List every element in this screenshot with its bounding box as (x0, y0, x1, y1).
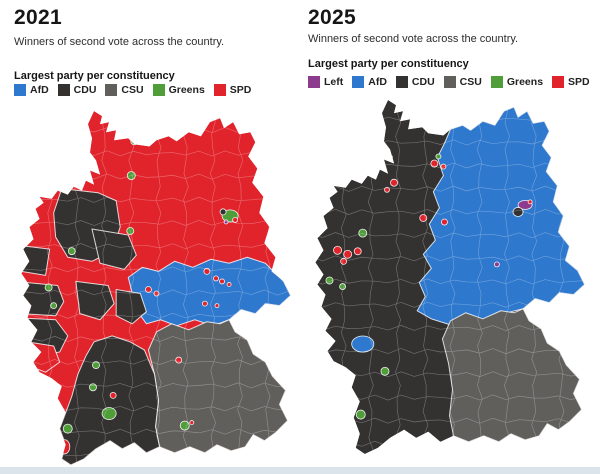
legend-label: Greens (506, 76, 544, 88)
map-fills-2025 (315, 100, 585, 454)
afd-west-spot (351, 335, 375, 353)
left-swatch-icon (308, 76, 320, 88)
csu-bavaria-region (147, 319, 289, 454)
legend-title: Largest party per constituency (308, 58, 469, 70)
map-fills-2021 (21, 111, 291, 465)
cdu-swatch-icon (57, 84, 70, 96)
legend-label: CSU (459, 76, 482, 88)
legend-label: AfD (368, 76, 387, 88)
legend-label: Left (324, 76, 344, 88)
legend-item: CSU (105, 84, 144, 96)
berlin-cluster (219, 208, 239, 225)
bottom-rule (0, 467, 600, 474)
greens-swatch-icon (152, 84, 165, 96)
legend-label: AfD (30, 84, 49, 96)
legend-item: AfD (352, 76, 387, 88)
cdu-regions (21, 188, 161, 465)
panel-subtitle: Winners of second vote across the countr… (14, 36, 225, 48)
legend-item: CSU (443, 76, 482, 88)
panel-2025: 2025 Winners of second vote across the c… (308, 0, 600, 474)
panel-subtitle: Winners of second vote across the countr… (308, 33, 519, 45)
legend-item: CDU (395, 76, 435, 88)
csu-swatch-icon (443, 76, 456, 88)
legend-label: CDU (73, 84, 97, 96)
legend-label: CSU (121, 84, 144, 96)
page-title: 2021 (14, 6, 62, 29)
legend-label: Greens (168, 84, 205, 96)
germany-map-2025 (315, 100, 585, 454)
spd-swatch-icon (552, 76, 565, 88)
panel-2021: 2021 Winners of second vote across the c… (14, 0, 306, 474)
legend-item: SPD (552, 76, 590, 88)
greens-city-dots (44, 137, 190, 434)
legend-item: CDU (57, 84, 97, 96)
legend-item: AfD (14, 84, 49, 96)
cdu-swatch-icon (395, 76, 408, 88)
afd-swatch-icon (14, 84, 26, 96)
legend-item: Left (308, 76, 343, 88)
legend-item: Greens (152, 84, 205, 96)
legend-item: Greens (490, 76, 544, 88)
legend-label: SPD (568, 76, 590, 88)
legend-item: SPD (213, 84, 252, 96)
greens-swatch-icon (490, 76, 503, 88)
csu-bavaria-region (441, 308, 583, 443)
berlin-cluster (512, 199, 533, 217)
left-party-dots (493, 261, 500, 268)
spd-swatch-icon (213, 84, 226, 96)
afd-region (127, 256, 291, 327)
legend-label: CDU (411, 76, 435, 88)
legend: Left AfD CDU CSU Greens SPD (308, 76, 590, 88)
legend-label: SPD (229, 84, 252, 96)
page-title: 2025 (308, 6, 356, 29)
legend: AfD CDU CSU Greens SPD (14, 84, 251, 96)
afd-swatch-icon (352, 76, 365, 88)
germany-map-2021 (21, 111, 291, 465)
legend-title: Largest party per constituency (14, 70, 175, 82)
csu-swatch-icon (105, 84, 118, 96)
